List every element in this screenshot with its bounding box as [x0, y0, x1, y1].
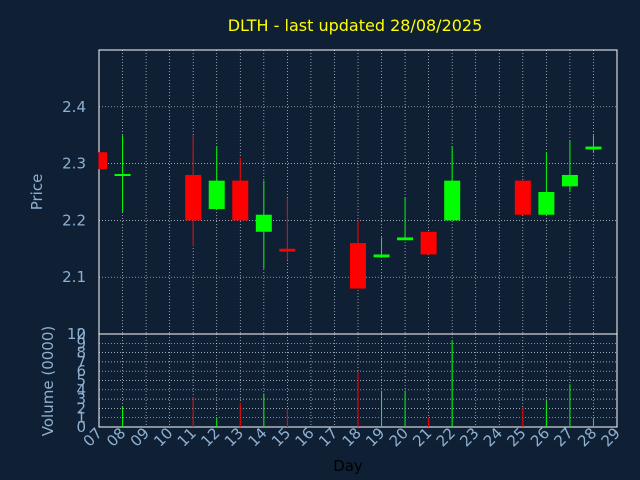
- candle-body: [514, 180, 531, 215]
- x-tick-label: 17: [315, 424, 341, 450]
- volume-tick-label: 4: [76, 381, 86, 399]
- candle-body: [585, 146, 602, 150]
- x-tick-label: 28: [574, 424, 600, 450]
- volume-tick-label: 2: [76, 399, 86, 417]
- candle-body: [444, 180, 461, 221]
- volume-tick-label: 1: [76, 409, 86, 427]
- candle-18: [350, 220, 366, 289]
- price-tick-label: 2.4: [62, 98, 86, 116]
- candle-body: [561, 174, 578, 187]
- volume-tick-label: 6: [76, 362, 86, 380]
- candle-13: [232, 157, 249, 221]
- chart-title: DLTH - last updated 28/08/2025: [228, 16, 483, 35]
- x-tick-label: 22: [433, 424, 459, 450]
- candle-body: [538, 192, 555, 215]
- x-tick-label: 25: [503, 424, 529, 450]
- x-tick-label: 08: [103, 424, 129, 450]
- candle-20: [397, 197, 414, 241]
- volume-tick-label: 7: [76, 353, 86, 371]
- volume-tick-label: 9: [76, 334, 86, 352]
- price-tick-label: 2: [76, 325, 86, 343]
- x-tick-label: 18: [339, 424, 365, 450]
- x-tick-label: 10: [150, 424, 176, 450]
- x-tick-label: 24: [480, 424, 506, 450]
- x-tick-label: 27: [551, 424, 577, 450]
- x-tick-label: 29: [598, 424, 624, 450]
- price-axis-label: Price: [28, 174, 46, 211]
- x-tick-label: 19: [362, 424, 388, 450]
- x-tick-label: 23: [456, 424, 482, 450]
- candle-07: [98, 152, 107, 170]
- candle-body: [350, 243, 366, 289]
- candle-27: [561, 140, 578, 192]
- candle-body: [420, 231, 437, 255]
- volume-tick-label: 10: [67, 325, 86, 343]
- x-axis: 0708091011121314151617181920212223242526…: [80, 424, 624, 450]
- candle-21: [420, 231, 437, 255]
- candle-body: [99, 152, 107, 170]
- candle-body: [397, 237, 414, 241]
- candle-body: [185, 174, 202, 221]
- price-tick-label: 2.3: [62, 155, 86, 173]
- volume-tick-label: 5: [76, 372, 86, 390]
- x-tick-label: 15: [268, 424, 294, 450]
- x-tick-label: 13: [221, 424, 247, 450]
- volume-axis-label: Volume (0000): [39, 326, 57, 436]
- x-tick-label: 20: [386, 424, 412, 450]
- volume-tick-label: 3: [76, 390, 86, 408]
- x-tick-label: 14: [244, 424, 270, 450]
- volume-tick-label: 0: [76, 418, 86, 436]
- candle-28: [585, 135, 602, 153]
- candle-body: [232, 180, 249, 221]
- x-tick-label: 09: [127, 424, 153, 450]
- candle-body: [208, 180, 225, 210]
- candle-14: [255, 180, 272, 269]
- candle-15: [279, 197, 296, 261]
- x-tick-label: 12: [197, 424, 223, 450]
- candle-19: [373, 237, 390, 258]
- candle-22: [444, 146, 461, 221]
- candle-25: [514, 180, 531, 215]
- candle-11: [185, 135, 202, 246]
- candle-08: [114, 135, 131, 212]
- price-panel: 2 2.1 2.2 2.3 2.4: [62, 49, 618, 343]
- x-tick-label: 11: [174, 424, 200, 450]
- x-tick-label: 16: [292, 424, 318, 450]
- candle-12: [208, 146, 225, 210]
- x-tick-label: 26: [527, 424, 553, 450]
- price-tick-label: 2.2: [62, 211, 86, 229]
- candle-body: [373, 254, 390, 258]
- candle-body: [279, 248, 296, 252]
- price-tick-label: 2.1: [62, 268, 86, 286]
- volume-tick-label: 8: [76, 344, 86, 362]
- candle-26: [538, 152, 555, 215]
- x-axis-label: Day: [333, 457, 363, 475]
- candle-body: [255, 214, 272, 232]
- x-tick-label: 21: [409, 424, 435, 450]
